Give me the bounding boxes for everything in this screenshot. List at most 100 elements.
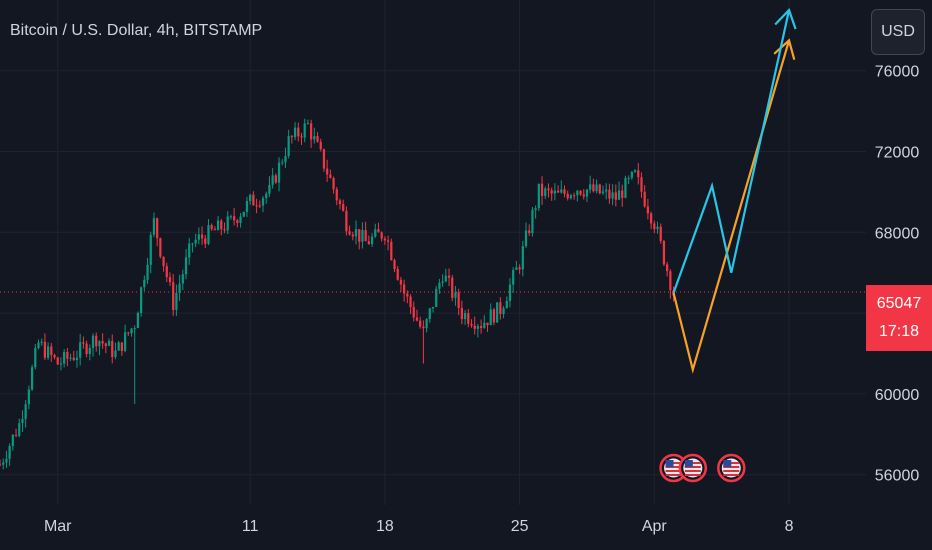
projection-down-arrowhead bbox=[773, 38, 796, 60]
candle-body bbox=[582, 194, 585, 197]
flag-stripe bbox=[684, 474, 701, 476]
candle-body bbox=[249, 194, 252, 201]
candle-body bbox=[374, 229, 377, 237]
candle-body bbox=[159, 238, 162, 257]
candle-body bbox=[521, 246, 524, 270]
candle-body bbox=[175, 292, 178, 310]
candle-body bbox=[435, 288, 438, 307]
time-axis[interactable] bbox=[0, 505, 932, 550]
candle-body bbox=[412, 307, 415, 318]
us-flag-icon[interactable] bbox=[717, 453, 746, 483]
candle-body bbox=[117, 342, 120, 351]
us-flag-icon[interactable] bbox=[659, 453, 688, 483]
candle-body bbox=[598, 184, 601, 194]
us-flag-icon[interactable] bbox=[678, 453, 708, 483]
candle-body bbox=[149, 234, 152, 265]
candle-body bbox=[563, 189, 566, 194]
candle-body bbox=[502, 308, 505, 315]
candle-body bbox=[489, 309, 492, 326]
candle-body bbox=[284, 156, 287, 163]
candle-body bbox=[133, 328, 136, 330]
x-tick-label: Mar bbox=[44, 518, 72, 535]
candle-body bbox=[18, 423, 21, 436]
price-axis[interactable] bbox=[866, 0, 932, 505]
candle-body bbox=[457, 292, 460, 308]
flag-canton bbox=[684, 460, 693, 467]
candle-body bbox=[53, 354, 56, 358]
candle-body bbox=[486, 322, 489, 326]
candle-body bbox=[143, 279, 146, 288]
candle-body bbox=[499, 302, 502, 315]
candle-body bbox=[576, 190, 579, 196]
candle-body bbox=[258, 205, 261, 207]
candle-body bbox=[640, 177, 643, 192]
candle-body bbox=[605, 189, 608, 192]
candle-body bbox=[242, 211, 245, 217]
candle-body bbox=[370, 236, 374, 245]
candle-body bbox=[66, 351, 69, 359]
candle-body bbox=[88, 347, 91, 355]
candle-body bbox=[72, 357, 75, 360]
candle-body bbox=[483, 322, 486, 328]
candle-body bbox=[204, 238, 207, 244]
candle-body bbox=[255, 205, 258, 207]
candle-body bbox=[422, 326, 425, 329]
candle-body bbox=[43, 341, 47, 358]
candle-body bbox=[617, 190, 621, 200]
candle-body bbox=[508, 284, 512, 301]
candle-body bbox=[633, 170, 637, 172]
chart-title: Bitcoin / U.S. Dollar, 4h, BITSTAMP bbox=[10, 22, 263, 39]
candle-body bbox=[492, 309, 496, 323]
candle-body bbox=[200, 234, 204, 239]
candle-body bbox=[393, 259, 396, 270]
candle-body bbox=[438, 282, 441, 289]
x-tick-label: 8 bbox=[785, 518, 794, 535]
grid-lines bbox=[0, 0, 866, 505]
candle-body bbox=[476, 326, 480, 329]
x-tick-label: Apr bbox=[642, 518, 668, 535]
y-tick-label: 56000 bbox=[875, 468, 920, 485]
candle-body bbox=[390, 241, 393, 260]
candle-body bbox=[579, 190, 582, 195]
candle-body bbox=[662, 240, 666, 265]
currency-button[interactable]: USD bbox=[871, 9, 925, 55]
candle-body bbox=[463, 313, 467, 320]
candle-body bbox=[479, 326, 483, 328]
candle-body bbox=[146, 264, 149, 280]
candle-body bbox=[544, 188, 547, 196]
candle-body bbox=[104, 343, 107, 346]
candle-body bbox=[342, 204, 345, 211]
flag-stripe bbox=[665, 470, 682, 472]
candle-body bbox=[271, 175, 274, 185]
flag-stripe bbox=[684, 470, 701, 472]
candle-body bbox=[621, 190, 624, 198]
candle-body bbox=[630, 171, 633, 178]
candle-body bbox=[396, 269, 399, 280]
candle-body bbox=[181, 274, 184, 284]
candle-body bbox=[156, 218, 159, 239]
candle-body bbox=[361, 230, 364, 242]
candle-body bbox=[419, 320, 422, 327]
projection-down-line bbox=[672, 40, 791, 374]
candle-body bbox=[216, 220, 220, 231]
candle-body bbox=[95, 335, 98, 347]
candle-body bbox=[30, 367, 34, 390]
event-markers[interactable] bbox=[659, 453, 746, 483]
candle-body bbox=[245, 200, 249, 212]
candle-body bbox=[229, 216, 233, 218]
candle-body bbox=[653, 223, 656, 230]
candle-body bbox=[592, 184, 595, 192]
candle-body bbox=[345, 210, 348, 232]
candle-body bbox=[425, 319, 428, 329]
candle-body bbox=[265, 193, 268, 199]
y-tick-label: 60000 bbox=[875, 387, 920, 404]
candle-body bbox=[547, 188, 550, 191]
candle-body bbox=[223, 229, 226, 231]
candle-body bbox=[56, 357, 59, 365]
candle-body bbox=[595, 184, 598, 192]
candle-body bbox=[358, 229, 361, 242]
candle-body bbox=[168, 277, 172, 283]
flag-canton bbox=[723, 460, 732, 467]
candle-body bbox=[313, 136, 316, 140]
